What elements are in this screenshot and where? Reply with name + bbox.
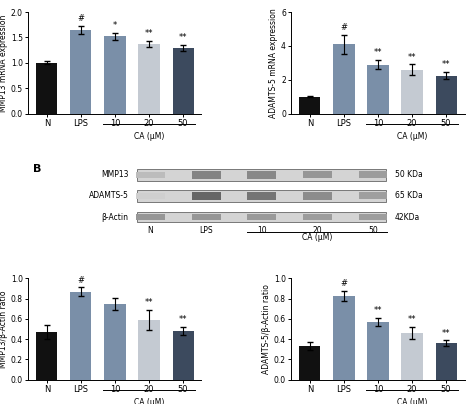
- Bar: [173, 48, 193, 114]
- Bar: [137, 190, 386, 202]
- Text: **: **: [179, 33, 187, 42]
- Bar: [70, 292, 91, 380]
- Bar: [137, 169, 386, 181]
- Text: #: #: [340, 23, 347, 32]
- Text: **: **: [179, 316, 187, 324]
- Y-axis label: ADAMTS-5/β-Actin ratio: ADAMTS-5/β-Actin ratio: [262, 284, 271, 374]
- Text: **: **: [374, 48, 382, 57]
- Bar: [173, 331, 193, 380]
- Text: **: **: [408, 53, 416, 62]
- Text: ADAMTS-5: ADAMTS-5: [89, 191, 129, 200]
- Text: B: B: [33, 164, 41, 174]
- Text: 50 KDa: 50 KDa: [395, 170, 422, 179]
- Text: *: *: [113, 21, 117, 30]
- Bar: [303, 214, 332, 220]
- Text: N: N: [148, 226, 154, 235]
- Bar: [358, 192, 387, 200]
- Bar: [401, 333, 423, 380]
- Bar: [136, 172, 165, 178]
- Text: 10: 10: [257, 226, 266, 235]
- Text: **: **: [145, 298, 153, 307]
- Bar: [303, 171, 332, 179]
- Y-axis label: ADAMTS-5 mRNA expression: ADAMTS-5 mRNA expression: [269, 8, 278, 118]
- Bar: [300, 97, 320, 114]
- Text: 50: 50: [368, 226, 378, 235]
- Text: **: **: [374, 306, 382, 316]
- Bar: [138, 44, 160, 114]
- Bar: [104, 36, 126, 114]
- Bar: [191, 171, 220, 179]
- Bar: [36, 332, 57, 380]
- Text: 20: 20: [312, 226, 322, 235]
- Text: CA (μM): CA (μM): [134, 132, 164, 141]
- Text: **: **: [408, 316, 416, 324]
- Bar: [191, 214, 220, 221]
- Bar: [247, 171, 276, 179]
- Text: β-Actin: β-Actin: [102, 213, 129, 222]
- Bar: [191, 191, 220, 200]
- Bar: [436, 343, 456, 380]
- Text: 42KDa: 42KDa: [395, 213, 420, 222]
- Text: MMP13: MMP13: [101, 170, 129, 179]
- Bar: [358, 214, 387, 220]
- Text: **: **: [145, 29, 153, 38]
- Bar: [333, 296, 355, 380]
- Text: #: #: [77, 276, 84, 285]
- Text: CA (μM): CA (μM): [397, 398, 427, 404]
- Bar: [367, 65, 389, 114]
- Text: CA (μM): CA (μM): [134, 398, 164, 404]
- Bar: [138, 320, 160, 380]
- Text: CA (μM): CA (μM): [302, 233, 333, 242]
- Bar: [436, 76, 456, 114]
- Bar: [136, 193, 165, 199]
- Bar: [137, 212, 386, 222]
- Text: #: #: [340, 279, 347, 288]
- Bar: [70, 30, 91, 114]
- Bar: [367, 322, 389, 380]
- Bar: [300, 346, 320, 380]
- Bar: [401, 69, 423, 114]
- Text: **: **: [442, 329, 450, 338]
- Bar: [36, 63, 57, 114]
- Text: CA (μM): CA (μM): [397, 132, 427, 141]
- Bar: [247, 192, 276, 200]
- Text: **: **: [442, 60, 450, 69]
- Bar: [333, 44, 355, 114]
- Bar: [104, 304, 126, 380]
- Text: 65 KDa: 65 KDa: [395, 191, 422, 200]
- Text: LPS: LPS: [200, 226, 213, 235]
- Bar: [303, 192, 332, 200]
- Y-axis label: MMP13/β-Actin ratio: MMP13/β-Actin ratio: [0, 290, 8, 368]
- Y-axis label: MMP13 mRNA expression: MMP13 mRNA expression: [0, 14, 8, 112]
- Bar: [247, 214, 276, 220]
- Text: #: #: [77, 14, 84, 23]
- Bar: [358, 171, 387, 179]
- Bar: [136, 214, 165, 221]
